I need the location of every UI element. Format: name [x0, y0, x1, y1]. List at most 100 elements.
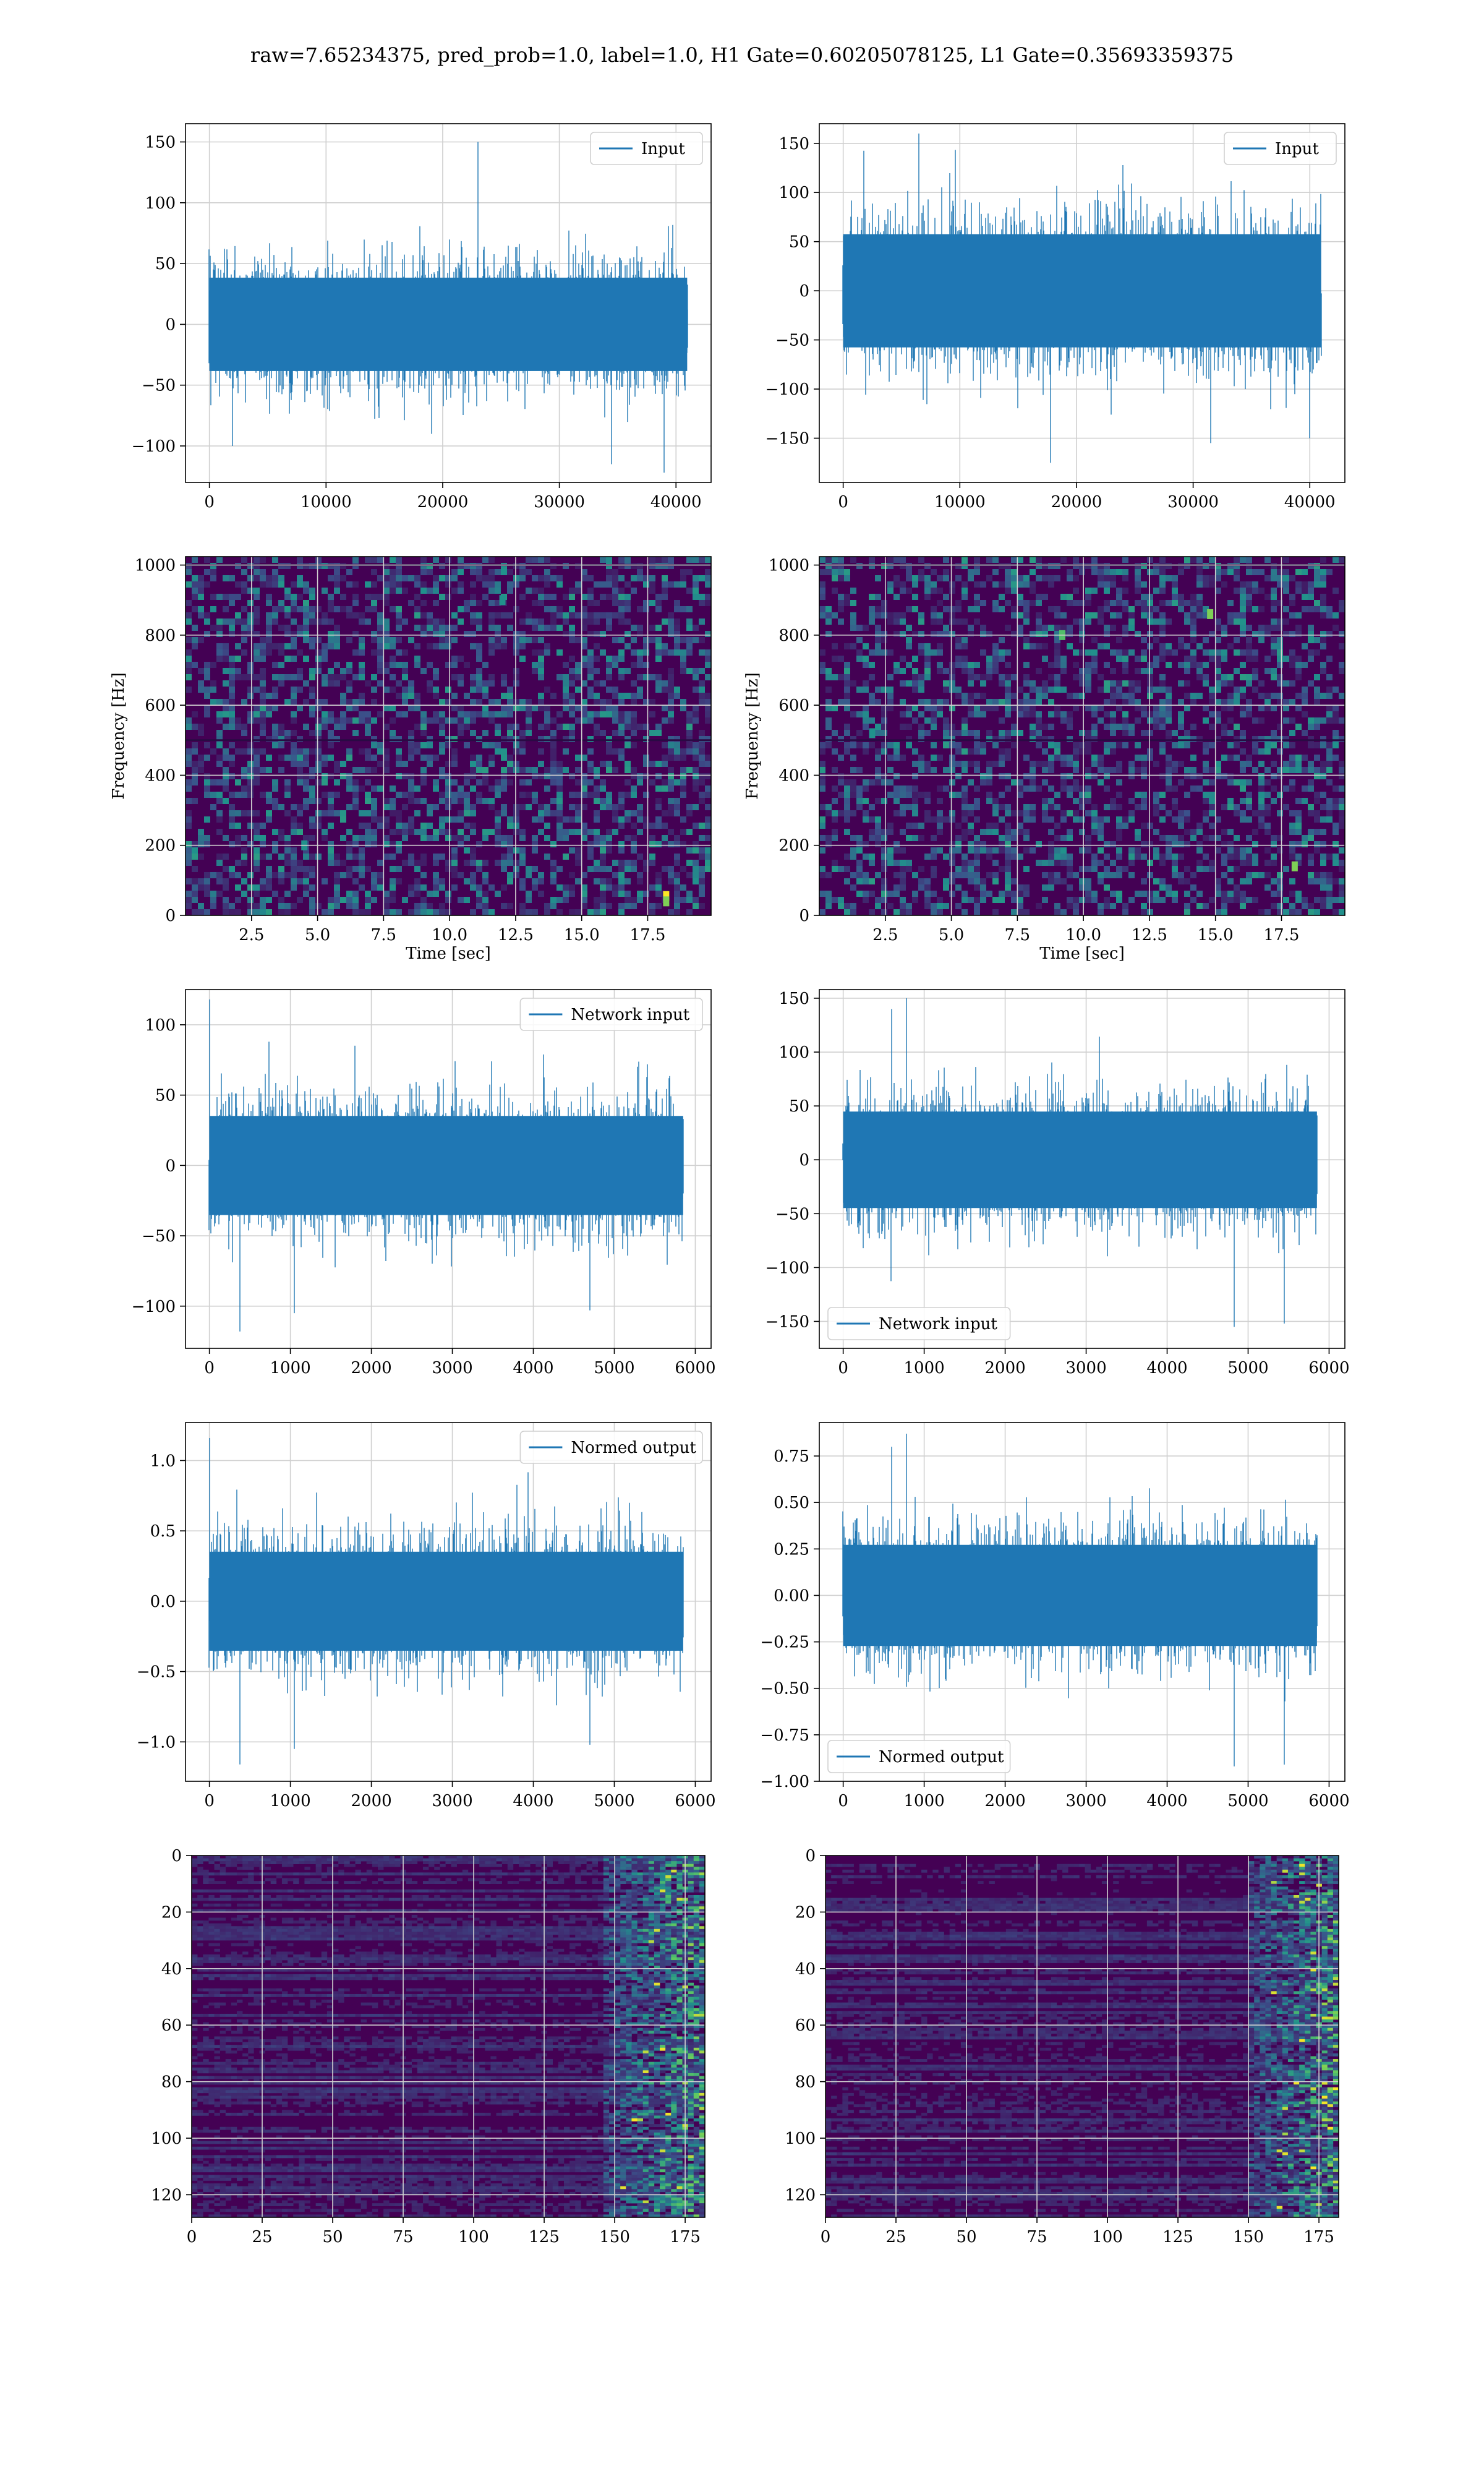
- h1_matrix-xtick-label-7: 175: [670, 2228, 701, 2246]
- h1_spec-hot-spot-2: [499, 595, 506, 606]
- l1_matrix-ytick-label-2: 40: [795, 1960, 816, 1979]
- l1_network-xtick-label-0: 0: [838, 1359, 848, 1377]
- h1_spec-ytick-label-0: 0: [165, 907, 176, 925]
- l1_network-ytick-label-6: 150: [778, 990, 809, 1008]
- h1_normed-ytick-label-2: 0.0: [150, 1593, 176, 1611]
- l1_normed-ytick-label-6: 0.50: [774, 1494, 809, 1512]
- l1_network-xtick-label-1: 1000: [904, 1359, 945, 1377]
- h1_spec-hot-spot-1: [663, 896, 670, 907]
- h1_normed-legend-label: Normed output: [571, 1439, 696, 1457]
- l1_input-xtick-label-0: 0: [838, 493, 848, 511]
- l1_network-legend-box: [827, 1307, 1011, 1340]
- l1_matrix-xtick-label-3: 75: [1026, 2228, 1047, 2246]
- h1_matrix-ytick-label-3: 60: [161, 2016, 182, 2035]
- h1_normed-xtick-label-1: 1000: [270, 1792, 311, 1810]
- h1_network-xtick-label-1: 1000: [270, 1359, 311, 1377]
- l1_normed-xtick-label-3: 3000: [1065, 1792, 1106, 1810]
- h1_matrix-xtick-label-4: 100: [458, 2228, 489, 2246]
- l1_matrix-ytick-label-0: 0: [805, 1847, 816, 1865]
- l1_input-xtick-label-3: 30000: [1167, 493, 1219, 511]
- h1_matrix-image-cells: [192, 1856, 706, 2218]
- l1_network-series-core: [843, 1111, 1317, 1209]
- h1_spec-ytick-label-1: 200: [145, 837, 176, 855]
- l1_spec-hot-spot-0: [1291, 861, 1298, 871]
- h1_matrix-ytick-label-5: 100: [151, 2129, 182, 2148]
- l1_spec-image-cells: [819, 557, 1345, 915]
- l1_normed-legend: Normed output: [827, 1740, 1011, 1773]
- l1_normed-axes-frame: [819, 1422, 1345, 1782]
- l1_normed-ytick-label-1: −0.75: [760, 1726, 809, 1745]
- l1_normed-ytick-label-4: 0.00: [774, 1586, 809, 1605]
- l1_matrix-xtick-label-7: 175: [1303, 2228, 1334, 2246]
- panel-h1_normed: 0 1000 2000 3000 4000 5000 6000 −1.0 −0.5 0.0 0.5 1…: [137, 1422, 716, 1810]
- l1_matrix-ytick-label-3: 60: [795, 2016, 816, 2035]
- h1_normed-legend-box: [519, 1431, 703, 1464]
- l1_network-legend: Network input: [827, 1307, 1011, 1340]
- h1_input-ytick-label-1: −50: [142, 377, 176, 395]
- l1_spec-ytick-label-0: 0: [799, 907, 809, 925]
- h1_input-ytick-label-5: 150: [145, 133, 176, 152]
- l1_spec-axes-frame: [819, 556, 1345, 916]
- h1_normed-xtick-label-2: 2000: [351, 1792, 391, 1810]
- l1_spec-ytick-label-3: 600: [778, 696, 809, 715]
- h1_normed-xtick-label-4: 4000: [513, 1792, 553, 1810]
- l1_normed-ytick-label-5: 0.25: [774, 1540, 809, 1559]
- h1_network-xtick-label-6: 6000: [675, 1359, 715, 1377]
- l1_matrix-axes-frame: [825, 1855, 1339, 2218]
- l1_matrix-xtick-label-6: 150: [1233, 2228, 1264, 2246]
- l1_spec-ytick-label-4: 800: [778, 627, 809, 645]
- l1_normed-ytick-label-7: 0.75: [774, 1447, 809, 1466]
- h1_matrix-axes-frame: [191, 1855, 706, 2218]
- h1_network-ytick-label-4: 100: [145, 1016, 176, 1035]
- panel-l1_normed: 0 1000 2000 3000 4000 5000 6000 −1.00 −0.75 −0.50…: [760, 1422, 1350, 1810]
- l1_input-xtick-label-1: 10000: [934, 493, 986, 511]
- figure-title: raw=7.65234375, pred_prob=1.0, label=1.0…: [250, 43, 1234, 67]
- l1_matrix-xtick-label-4: 100: [1092, 2228, 1123, 2246]
- l1_normed-ytick-label-3: −0.25: [760, 1633, 809, 1652]
- l1_input-series-core: [843, 234, 1321, 348]
- h1_network-ytick-label-2: 0: [165, 1157, 176, 1175]
- h1_network-axes-frame: [185, 989, 712, 1349]
- l1_normed-legend-box: [827, 1740, 1011, 1773]
- h1_matrix-xtick-label-0: 0: [187, 2228, 197, 2246]
- l1_spec-xtick-label-2: 7.5: [1005, 926, 1030, 944]
- panel-l1_spec: 2.5 5.0 7.5 10.0 12.5 15.0 17.5 0 200 400 600 800 10…: [743, 556, 1345, 963]
- h1_input-ytick-label-0: −100: [132, 437, 176, 456]
- panel-h1_input: 0 10000 20000 30000 40000 −100 −50 0 50 100 150 Inp…: [132, 123, 712, 511]
- l1_network-ytick-label-4: 50: [789, 1097, 809, 1116]
- h1_spec-ytick-label-4: 800: [145, 627, 176, 645]
- h1_network-xtick-label-3: 3000: [432, 1359, 472, 1377]
- l1_input-legend: Input: [1224, 132, 1337, 165]
- l1_normed-xtick-label-6: 6000: [1308, 1792, 1349, 1810]
- panel-h1_spec: 2.5 5.0 7.5 10.0 12.5 15.0 17.5 0 200 400 600 800 10…: [109, 556, 712, 963]
- h1_input-xtick-label-0: 0: [204, 493, 215, 511]
- h1_network-legend: Network input: [519, 998, 703, 1031]
- l1_normed-xtick-label-5: 5000: [1227, 1792, 1268, 1810]
- h1_spec-ytick-label-3: 600: [145, 696, 176, 715]
- h1_input-ytick-label-2: 0: [165, 315, 176, 334]
- l1_network-ytick-label-0: −150: [765, 1312, 809, 1331]
- h1_matrix-ytick-label-4: 80: [161, 2073, 182, 2092]
- h1_spec-xtick-label-1: 5.0: [305, 926, 330, 944]
- l1_network-xtick-label-5: 5000: [1227, 1359, 1268, 1377]
- l1_matrix-ytick-label-5: 100: [785, 2129, 816, 2148]
- l1_spec-xlabel: Time [sec]: [1039, 944, 1125, 963]
- h1_matrix-xtick-label-5: 125: [529, 2228, 560, 2246]
- l1_input-legend-label: Input: [1275, 140, 1319, 158]
- l1_network-ytick-label-1: −100: [765, 1259, 809, 1277]
- h1_spec-xtick-label-3: 10.0: [432, 926, 467, 944]
- h1_input-axes-frame: [185, 123, 712, 483]
- h1_network-xtick-label-4: 4000: [513, 1359, 553, 1377]
- l1_matrix-xtick-label-5: 125: [1162, 2228, 1193, 2246]
- l1_normed-legend-label: Normed output: [879, 1748, 1004, 1766]
- l1_spec-hot-spot-1: [1207, 609, 1214, 619]
- l1_normed-xtick-label-1: 1000: [904, 1792, 945, 1810]
- h1_spec-image-cells: [186, 557, 711, 915]
- h1_network-xtick-label-2: 2000: [351, 1359, 391, 1377]
- h1_matrix-ytick-label-0: 0: [171, 1847, 182, 1865]
- panel-h1_matrix: 0 25 50 75 100 125 150 175 0 20 40 60 80 100 120: [151, 1847, 706, 2246]
- l1_matrix-image-cells: [825, 1856, 1339, 2218]
- h1_normed-ytick-label-0: −1.0: [137, 1733, 176, 1752]
- h1_input-legend-label: Input: [641, 140, 685, 158]
